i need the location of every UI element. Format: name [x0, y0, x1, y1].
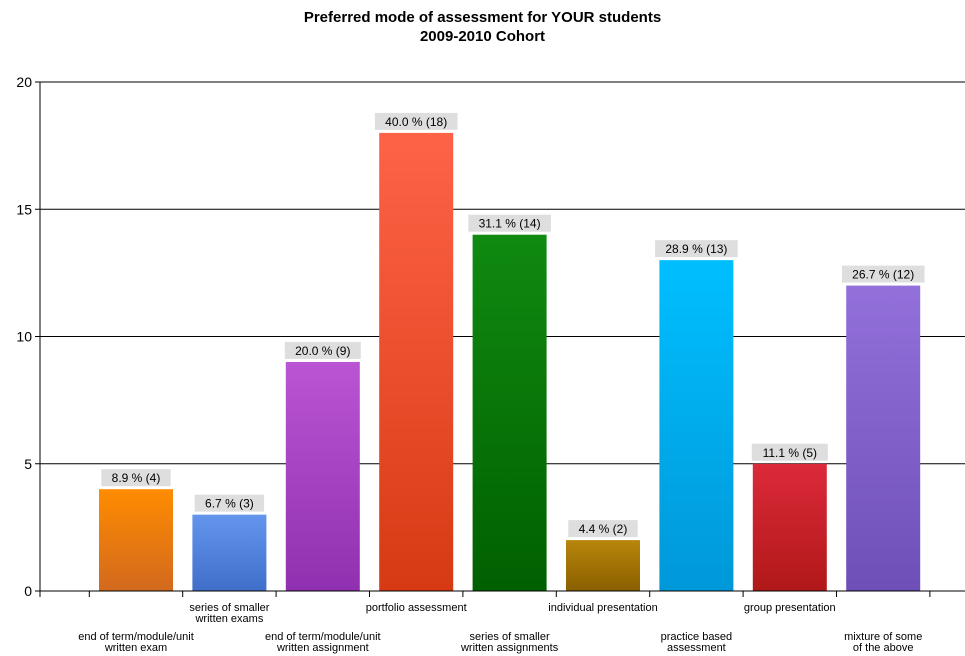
x-tick-label: series of smaller written exams — [189, 602, 269, 625]
data-label-box — [751, 443, 828, 461]
x-tick-label-line: individual presentation — [548, 602, 657, 614]
data-label-box — [841, 265, 925, 283]
data-label-box — [194, 494, 265, 512]
x-tick-label-line: practice based — [661, 631, 733, 643]
x-tick-label: practice based assessment — [661, 631, 733, 654]
data-label: 4.4 % (2) — [579, 522, 628, 536]
x-tick-label: mixture of some of the above — [844, 631, 922, 654]
data-label-box — [101, 469, 171, 487]
y-tick-label: 20 — [16, 74, 32, 90]
data-label: 28.9 % (13) — [665, 242, 727, 256]
bar — [472, 234, 547, 591]
data-label: 20.0 % (9) — [295, 344, 350, 358]
y-axis: 0 5 10 15 20 — [16, 74, 41, 599]
y-tick-label: 5 — [24, 456, 32, 472]
bar — [566, 540, 640, 591]
x-tick-label-line: written assignment — [276, 642, 369, 654]
x-tick-label-line: of the above — [853, 642, 914, 654]
data-label: 31.1 % (14) — [479, 217, 541, 231]
data-label: 26.7 % (12) — [852, 268, 914, 282]
bar — [752, 463, 827, 591]
x-tick-label: end of term/module/unit written exam — [78, 631, 194, 654]
x-tick-label-line: portfolio assessment — [366, 602, 467, 614]
x-tick-label: individual presentation — [548, 602, 657, 614]
data-label: 8.9 % (4) — [112, 471, 161, 485]
x-tick-label-line: written exam — [104, 642, 167, 654]
x-tick-label-line: end of term/module/unit — [265, 631, 381, 643]
data-labels: 8.9 % (4) 6.7 % (3) 20.0 % (9) 40.0 % (18) 3… — [101, 112, 925, 538]
x-tick-label-line: end of term/module/unit — [78, 631, 194, 643]
x-tick-label: portfolio assessment — [366, 602, 467, 614]
x-tick-label: group presentation — [744, 602, 836, 614]
x-tick-label-line: written exams — [194, 613, 263, 625]
bar — [285, 361, 360, 591]
bar — [846, 285, 921, 591]
x-tick-label-line: group presentation — [744, 602, 836, 614]
y-tick-label: 10 — [16, 329, 32, 345]
x-tick-label-line: series of smaller — [470, 631, 550, 643]
x-tick-label-line: written assignments — [460, 642, 559, 654]
bars — [99, 132, 921, 591]
x-tick-label-line: mixture of some — [844, 631, 922, 643]
data-label-box — [468, 214, 551, 232]
data-label: 6.7 % (3) — [205, 497, 254, 511]
y-tick-label: 15 — [16, 201, 32, 217]
data-label-box — [284, 341, 361, 359]
x-tick-label: end of term/module/unit written assignmen… — [265, 631, 381, 654]
bar — [659, 260, 734, 591]
y-tick-label: 0 — [24, 583, 32, 599]
chart-title: Preferred mode of assessment for YOUR st… — [303, 9, 662, 26]
x-tick-label-line: assessment — [667, 642, 726, 654]
data-label-box — [568, 520, 638, 538]
x-tick-label: series of smaller written assignments — [460, 631, 559, 654]
data-label: 40.0 % (18) — [385, 115, 447, 129]
x-axis: end of term/module/unit written examserie… — [40, 590, 965, 654]
chart-title-block: Preferred mode of assessment for YOUR st… — [0, 8, 965, 46]
data-label-box — [655, 240, 738, 258]
data-label: 11.1 % (5) — [763, 446, 817, 460]
chart-subtitle: 2009-2010 Cohort — [419, 28, 546, 45]
data-label-box — [374, 112, 458, 130]
x-tick-label-line: series of smaller — [189, 602, 269, 614]
bar — [192, 514, 267, 591]
bar — [99, 489, 173, 591]
bar — [379, 132, 454, 591]
